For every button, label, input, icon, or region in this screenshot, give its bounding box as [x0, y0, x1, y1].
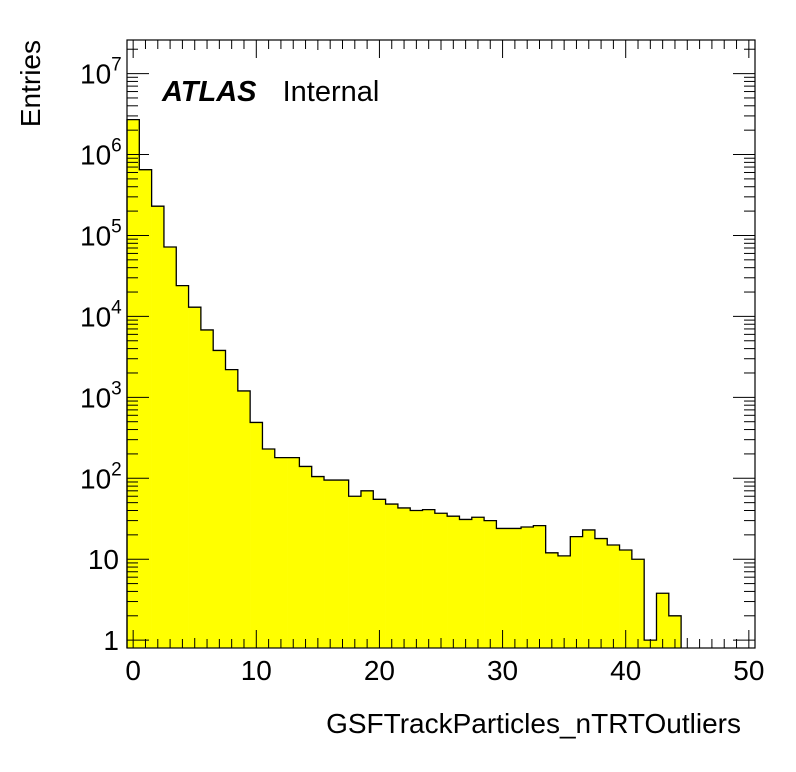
histogram-bars	[127, 119, 682, 648]
histogram-bar	[348, 496, 362, 648]
histogram-bar	[397, 507, 411, 648]
x-tick-label: 30	[487, 655, 518, 686]
histogram-bar	[607, 544, 620, 648]
histogram-bar	[422, 509, 436, 648]
histogram-bar	[324, 480, 337, 648]
y-tick-labels: 1 10 102 103 104 105 106 107	[80, 55, 122, 657]
histogram-bar	[163, 247, 177, 648]
atlas-label-status: Internal	[283, 76, 380, 108]
y-tick-label: 106	[80, 136, 122, 171]
histogram-bar	[410, 510, 423, 648]
histogram-bar	[373, 499, 386, 648]
histogram-bar	[631, 559, 645, 648]
histogram-bar	[127, 119, 140, 648]
histogram-bar	[557, 555, 571, 648]
y-tick-label: 1	[103, 625, 119, 656]
histogram-bar	[176, 285, 189, 648]
axis-ticks	[127, 40, 755, 648]
y-tick-label: 107	[80, 55, 122, 90]
histogram-bar	[336, 480, 349, 648]
atlas-label: ATLAS Internal	[161, 76, 379, 108]
histogram-bar	[250, 422, 263, 648]
histogram-bar	[262, 449, 276, 648]
histogram-bar	[656, 593, 670, 648]
histogram-bar	[188, 307, 202, 648]
y-tick-label: 10	[88, 544, 119, 575]
histogram-bar	[213, 350, 226, 648]
histogram-bar	[434, 513, 448, 648]
histogram-bar	[311, 476, 325, 648]
histogram-bar	[570, 536, 583, 648]
histogram-bar	[139, 169, 152, 648]
histogram-bar	[545, 552, 559, 648]
x-tick-label: 50	[733, 655, 764, 686]
histogram-bar	[459, 519, 473, 648]
histogram-bar	[360, 490, 374, 648]
x-axis-label: GSFTrackParticles_nTRTOutliers	[326, 708, 741, 739]
histogram-bar	[287, 457, 300, 648]
histogram-bar	[274, 457, 288, 648]
histogram-outline	[126, 118, 682, 648]
y-tick-label: 102	[80, 459, 122, 494]
x-tick-label: 20	[364, 655, 395, 686]
histogram-bar	[385, 504, 399, 648]
histogram-bar	[200, 329, 214, 648]
histogram-bar	[496, 528, 510, 648]
x-tick-labels: 0 10 20 30 40 50	[125, 655, 764, 686]
y-tick-label: 104	[80, 297, 122, 332]
y-axis-label: Entries	[15, 40, 46, 127]
x-tick-label: 40	[610, 655, 641, 686]
histogram-bar	[299, 466, 313, 648]
atlas-label-bold: ATLAS	[161, 76, 257, 108]
histogram-bar	[619, 549, 633, 648]
x-tick-label: 0	[125, 655, 141, 686]
histogram-bar	[225, 369, 239, 648]
histogram-bar	[594, 538, 608, 648]
histogram-bar	[151, 206, 165, 648]
histogram-bar	[471, 517, 485, 648]
x-tick-label: 10	[241, 655, 272, 686]
y-tick-label: 105	[80, 216, 122, 251]
histogram-bar	[237, 390, 251, 648]
histogram-bar	[533, 525, 546, 648]
histogram-bar	[508, 528, 522, 648]
y-tick-label: 103	[80, 378, 122, 413]
histogram-bar	[484, 520, 497, 648]
histogram-bar	[582, 529, 596, 648]
histogram-bar	[521, 527, 534, 648]
histogram-bar	[668, 615, 682, 648]
histogram-bar	[447, 516, 460, 648]
